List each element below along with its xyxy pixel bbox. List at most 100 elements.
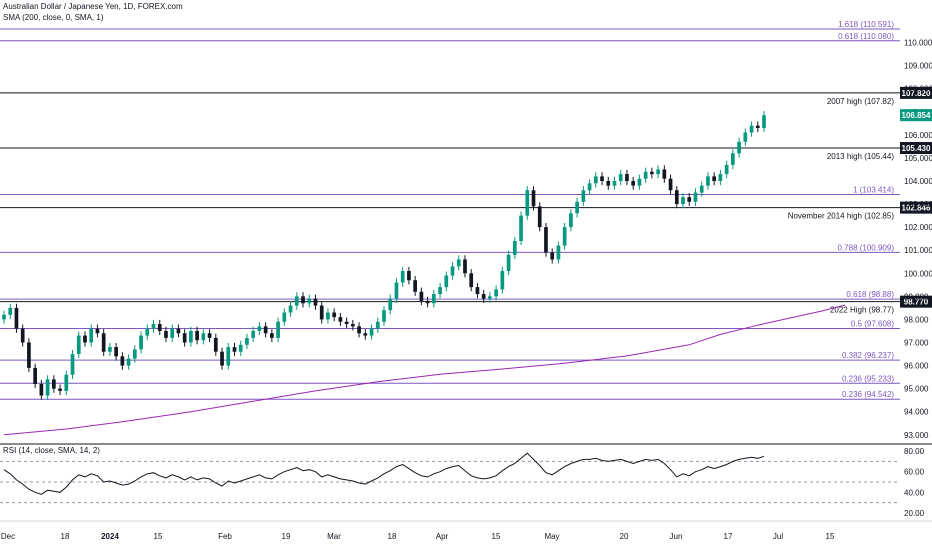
price-tick-label: 94.000 <box>904 408 929 417</box>
candle-body <box>70 354 75 375</box>
key-level-tag <box>900 295 932 308</box>
candle-body <box>64 374 69 391</box>
fib-label: 0.236 (94.542) <box>842 390 894 399</box>
sma-legend[interactable]: SMA (200, close, 0, SMA, 1) <box>3 13 104 22</box>
time-tick-label: 17 <box>724 532 733 541</box>
candle-body <box>83 335 87 343</box>
candle-body <box>475 287 480 295</box>
candle-body <box>257 326 262 331</box>
candle-body <box>307 298 312 304</box>
rsi-line <box>3 452 765 495</box>
candle-body <box>263 326 268 334</box>
candle-body <box>369 328 374 336</box>
price-tick-label: 96.000 <box>904 362 929 371</box>
key-level-label: 2013 high (105.44) <box>827 152 895 161</box>
candle-body <box>170 328 175 338</box>
fib-label: 0.618 (110.080) <box>838 32 894 41</box>
candle-body <box>176 328 181 334</box>
time-tick-label: Dec <box>1 532 15 541</box>
candle-body <box>145 328 150 336</box>
fib-label: 0.618 (98.88) <box>846 290 894 299</box>
candle-body <box>618 174 623 182</box>
candle-body <box>600 176 604 182</box>
candle-body <box>587 183 592 191</box>
candle-body <box>544 227 548 253</box>
candle-body <box>463 259 467 274</box>
candle-body <box>469 273 474 288</box>
candle-body <box>712 176 717 182</box>
fib-label: 1.618 (110.591) <box>838 20 894 29</box>
price-tick-label: 97.000 <box>904 338 929 347</box>
price-tick-label: 93.000 <box>904 431 929 440</box>
candle-body <box>606 181 611 186</box>
candle-body <box>151 324 156 329</box>
candle-body <box>313 298 318 306</box>
candle-body <box>350 324 355 327</box>
candle-body <box>245 337 249 345</box>
price-tick-label: 95.000 <box>904 385 929 394</box>
candle-body <box>232 347 237 352</box>
sma-200-line <box>3 304 846 436</box>
key-level-tag-text: 105.430 <box>902 144 931 153</box>
candle-body <box>562 227 567 246</box>
candle-body <box>20 328 25 343</box>
candle-body <box>294 296 299 306</box>
candle-body <box>95 328 100 334</box>
time-tick-label: Mar <box>327 532 341 541</box>
fib-label: 0.236 (95.233) <box>842 374 894 383</box>
time-tick-label: Apr <box>436 532 449 541</box>
time-tick-label: 15 <box>492 532 501 541</box>
candle-body <box>270 333 274 338</box>
candle-body <box>656 169 660 175</box>
candle-body <box>550 252 555 260</box>
candle-body <box>593 176 598 184</box>
candle-body <box>494 289 498 297</box>
candle-body <box>506 254 511 271</box>
candle-body <box>8 307 13 315</box>
price-tick-label: 110.000 <box>904 39 932 48</box>
candle-body <box>643 171 648 179</box>
rsi-tick-label: 60.00 <box>904 468 925 477</box>
last-price-text: 106.854 <box>902 111 931 120</box>
candle-body <box>581 190 586 202</box>
candle-body <box>382 310 386 322</box>
candle-body <box>681 197 685 205</box>
candle-body <box>139 335 143 350</box>
price-tick-label: 104.000 <box>904 177 932 186</box>
key-level-label: 2022 High (98.77) <box>830 306 894 315</box>
candle-body <box>693 192 698 202</box>
candle-body <box>288 305 293 313</box>
time-tick-label: 15 <box>154 532 163 541</box>
candle-body <box>282 312 287 322</box>
key-level-tag-text: 107.820 <box>902 89 931 98</box>
candle-body <box>450 266 455 276</box>
rsi-legend[interactable]: RSI (14, close, SMA, 14, 2) <box>3 446 100 455</box>
candle-body <box>76 335 81 355</box>
price-tick-label: 106.000 <box>904 131 932 140</box>
candle-body <box>301 296 305 304</box>
candle-body <box>101 333 106 352</box>
candle-body <box>413 280 418 292</box>
candle-body <box>363 333 368 336</box>
fib-label: 1 (103.414) <box>853 186 894 195</box>
candle-body <box>157 324 162 331</box>
time-tick-label: 19 <box>282 532 291 541</box>
price-tick-label: 103.000 <box>904 200 932 209</box>
candle-body <box>706 176 710 186</box>
candle-body <box>58 388 62 391</box>
candle-body <box>14 307 19 329</box>
candle-body <box>419 291 424 301</box>
time-tick-label: 18 <box>61 532 70 541</box>
candle-body <box>625 174 629 182</box>
candle-body <box>519 215 523 241</box>
candle-body <box>51 379 56 389</box>
candle-body <box>425 300 430 304</box>
candle-body <box>438 287 442 295</box>
candle-body <box>189 330 193 343</box>
candle-body <box>201 333 206 341</box>
fib-label: 0.788 (100.909) <box>838 243 895 252</box>
candle-body <box>182 333 187 343</box>
candle-body <box>743 132 748 142</box>
key-level-tag-text: 98.770 <box>904 298 929 307</box>
